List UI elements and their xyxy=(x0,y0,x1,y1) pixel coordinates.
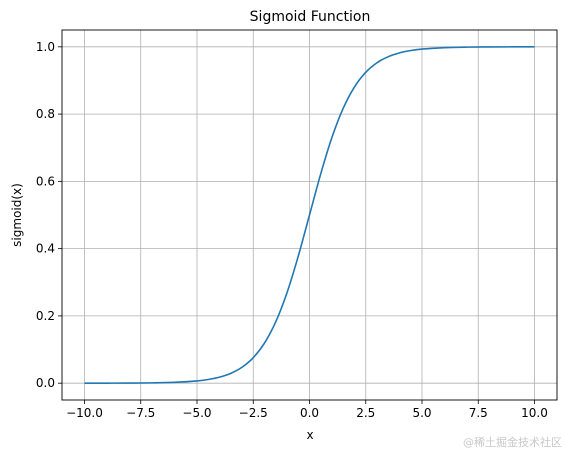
x-tick-label: 10.0 xyxy=(521,406,548,420)
chart-title: Sigmoid Function xyxy=(250,9,371,25)
x-tick-label: 7.5 xyxy=(469,406,488,420)
y-tick-label: 0.2 xyxy=(36,309,55,323)
watermark: @稀土掘金技术社区 xyxy=(463,435,562,449)
y-tick-label: 0.8 xyxy=(36,107,55,121)
x-tick-label: −7.5 xyxy=(126,406,155,420)
x-axis-label: x xyxy=(306,428,313,442)
x-tick-label: 0.0 xyxy=(300,406,319,420)
series-line-sigmoid xyxy=(84,46,535,384)
y-tick-label: 0.4 xyxy=(36,242,55,256)
x-tick-label: 5.0 xyxy=(412,406,431,420)
y-tick-label: 1.0 xyxy=(36,40,55,54)
ticks: −10.0 −7.5 −5.0 −2.5 0.0 2.5 5.0 7.5 10.0 0.0 0.2 0… xyxy=(36,40,548,420)
x-tick-label: −2.5 xyxy=(239,406,268,420)
x-tick-label: 2.5 xyxy=(356,406,375,420)
x-tick-label: −10.0 xyxy=(66,406,103,420)
y-tick-label: 0.6 xyxy=(36,174,55,188)
y-axis-label: sigmoid(x) xyxy=(10,183,24,247)
x-tick-label: −5.0 xyxy=(182,406,211,420)
y-tick-label: 0.0 xyxy=(36,376,55,390)
